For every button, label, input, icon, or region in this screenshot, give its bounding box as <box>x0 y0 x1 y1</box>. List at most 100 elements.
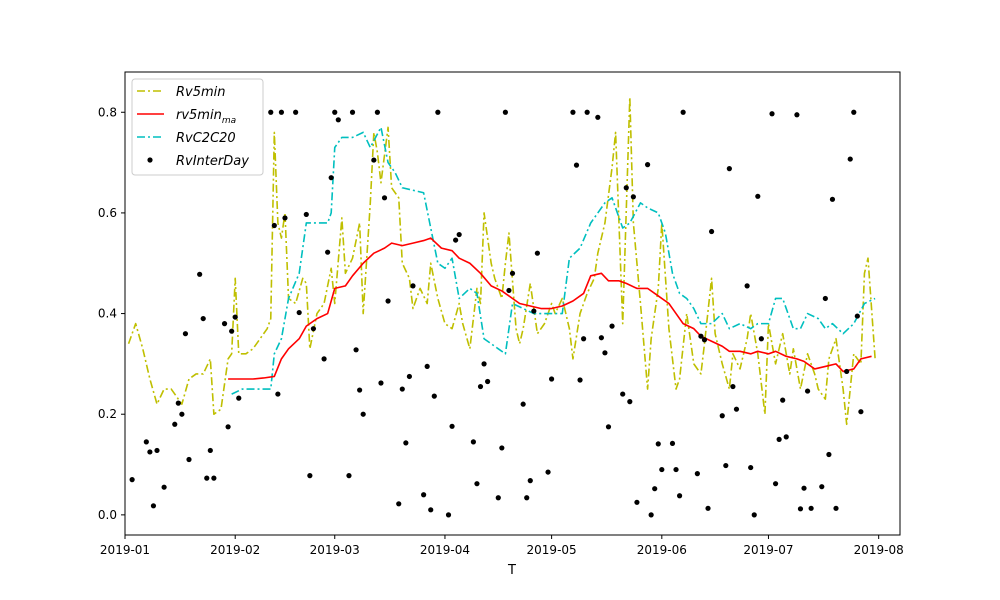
y-tick-label: 0.8 <box>98 105 117 119</box>
data-point <box>282 215 288 221</box>
data-point <box>797 506 804 512</box>
data-point <box>129 477 135 483</box>
y-axis: 0.0 0.2 0.4 0.6 0.8 <box>98 105 125 522</box>
data-point <box>858 409 864 415</box>
data-point <box>453 237 459 243</box>
data-point <box>172 421 178 427</box>
x-tick-label: 2019-07 <box>743 543 793 557</box>
data-point <box>268 109 274 115</box>
data-point <box>655 441 661 447</box>
data-point <box>481 361 487 367</box>
x-tick-label: 2019-04 <box>420 543 470 557</box>
data-point <box>708 228 715 235</box>
data-point <box>744 283 750 289</box>
data-point <box>378 380 384 386</box>
data-point <box>531 308 537 314</box>
data-point <box>211 475 217 481</box>
data-point <box>182 331 189 337</box>
data-point <box>769 111 775 117</box>
data-point <box>598 335 604 341</box>
data-point <box>310 326 317 332</box>
data-point <box>335 117 341 123</box>
data-point <box>307 473 313 479</box>
data-point <box>435 109 441 115</box>
data-point <box>854 313 860 319</box>
data-point <box>581 336 587 342</box>
data-point <box>730 383 736 390</box>
data-point <box>524 495 530 501</box>
data-point <box>474 481 480 487</box>
data-point <box>527 478 533 484</box>
data-point <box>826 451 832 458</box>
y-tick-label: 0.2 <box>98 407 117 421</box>
data-point <box>794 112 800 118</box>
data-point <box>534 250 540 256</box>
data-point <box>357 387 363 393</box>
data-point <box>236 395 242 401</box>
data-point <box>819 484 825 490</box>
data-point <box>456 231 462 238</box>
x-tick-label: 2019-03 <box>310 543 360 557</box>
data-point <box>804 388 811 394</box>
data-point <box>381 195 388 201</box>
data-point <box>485 378 491 385</box>
data-point <box>278 109 285 115</box>
data-point <box>371 157 377 163</box>
data-point <box>652 486 658 492</box>
data-point <box>428 507 434 513</box>
data-point <box>780 397 786 403</box>
legend-entry-Rv5min: Rv5min <box>137 85 226 100</box>
series-layer <box>127 96 876 518</box>
data-point <box>726 166 732 172</box>
data-point <box>360 411 366 417</box>
data-point <box>147 449 153 455</box>
x-tick-label: 2019-08 <box>854 543 904 557</box>
data-point <box>143 439 149 445</box>
data-point <box>431 393 437 399</box>
data-point <box>161 484 167 490</box>
data-point <box>509 270 516 276</box>
data-point <box>445 512 452 518</box>
data-point <box>221 321 228 327</box>
data-point <box>410 283 416 289</box>
data-point <box>232 314 238 320</box>
data-point <box>396 501 402 507</box>
data-point <box>186 456 192 463</box>
legend-label: Rv5min <box>176 85 226 100</box>
legend-label: RvInterDay <box>176 154 249 169</box>
data-point <box>506 287 512 294</box>
x-tick-label: 2019-06 <box>637 543 687 557</box>
data-point <box>332 109 338 115</box>
data-point <box>321 356 327 362</box>
data-point <box>545 469 551 475</box>
data-point <box>772 481 779 487</box>
legend-entry-rv5min_ma: rv5minma <box>137 108 236 126</box>
data-point <box>573 162 580 168</box>
data-point <box>385 298 391 304</box>
data-point <box>346 473 352 479</box>
data-point <box>644 162 651 168</box>
data-point <box>776 436 782 442</box>
data-point <box>271 222 277 229</box>
data-point <box>698 333 704 339</box>
data-point <box>303 211 309 218</box>
data-point <box>229 328 235 334</box>
data-point <box>758 336 764 342</box>
data-point <box>751 512 757 518</box>
data-point <box>374 109 381 115</box>
y-tick-label: 0.0 <box>98 508 117 522</box>
data-point <box>733 406 740 412</box>
data-point <box>851 109 857 115</box>
data-point <box>179 411 185 417</box>
data-point <box>293 109 299 115</box>
y-tick-label: 0.6 <box>98 206 117 220</box>
data-point <box>275 391 281 397</box>
data-point <box>225 424 231 430</box>
x-axis-label: T <box>507 563 516 578</box>
data-point <box>495 495 501 501</box>
data-point <box>424 363 430 370</box>
data-point <box>406 373 413 380</box>
data-point <box>449 423 455 429</box>
data-point <box>399 386 405 392</box>
